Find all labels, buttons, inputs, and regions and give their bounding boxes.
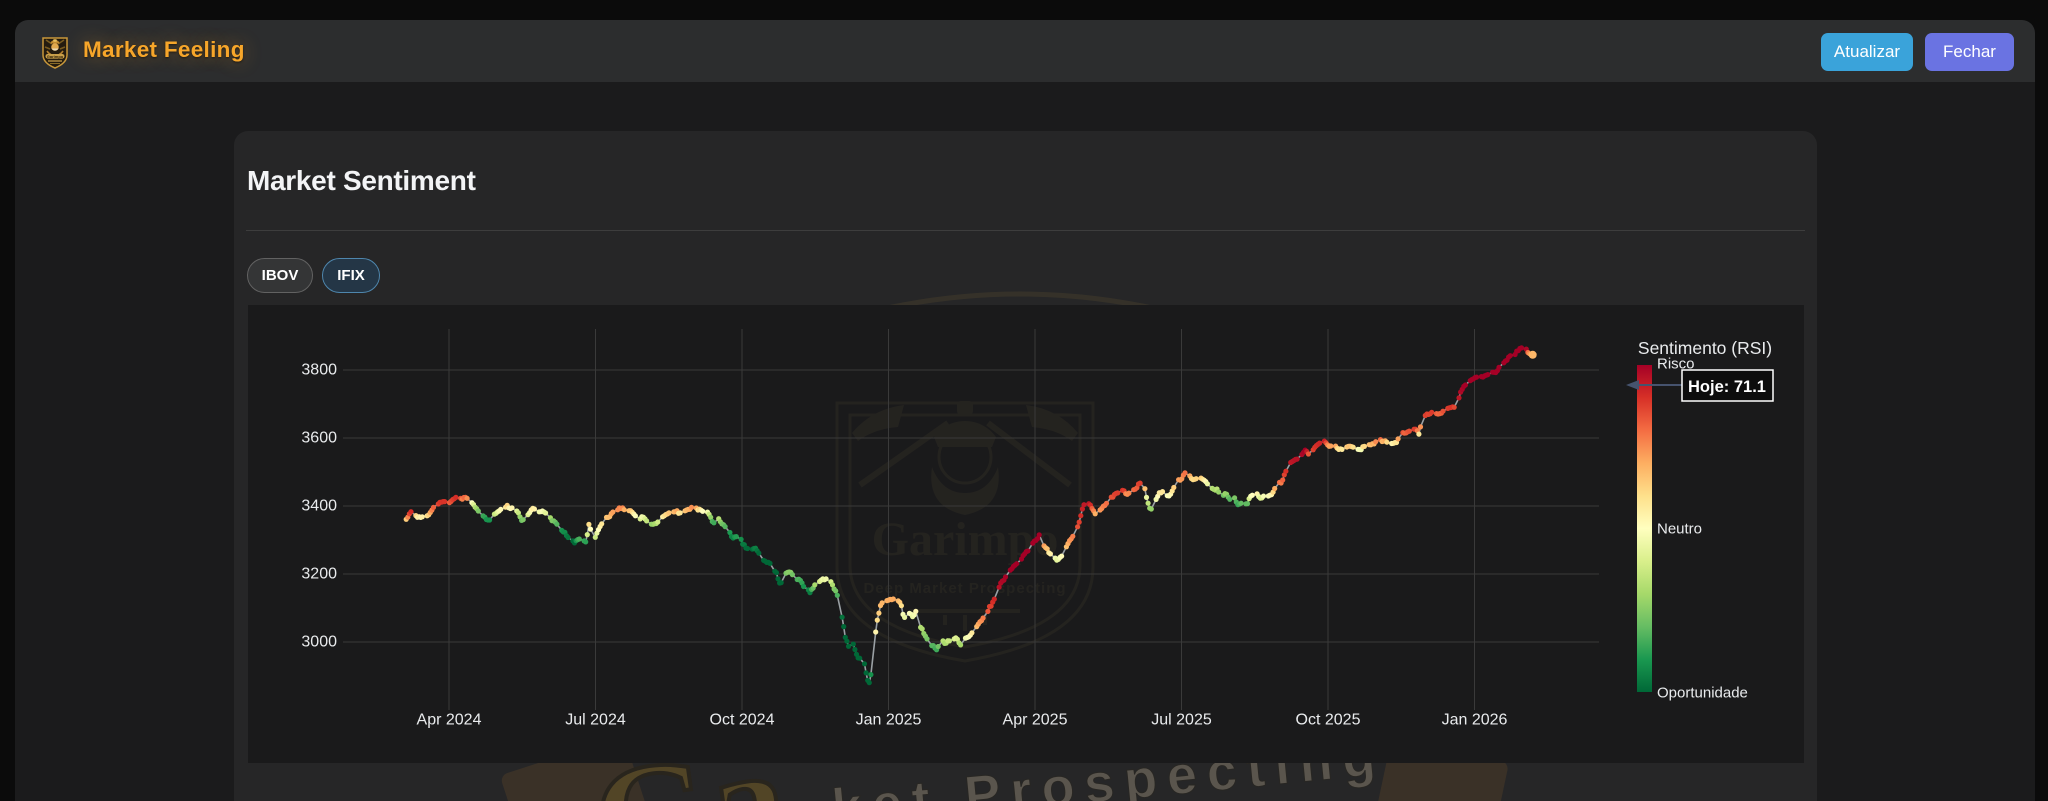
svg-text:3000: 3000 (301, 634, 337, 651)
svg-text:Apr 2024: Apr 2024 (417, 712, 482, 729)
svg-text:Oct 2024: Oct 2024 (710, 712, 775, 729)
svg-text:Neutro: Neutro (1657, 521, 1702, 538)
svg-text:Jan 2025: Jan 2025 (856, 712, 922, 729)
svg-text:Jul 2025: Jul 2025 (1151, 712, 1212, 729)
svg-text:Risco: Risco (1657, 356, 1695, 373)
svg-text:Oct 2025: Oct 2025 (1296, 712, 1361, 729)
svg-text:Apr 2025: Apr 2025 (1003, 712, 1068, 729)
svg-text:Oportunidade: Oportunidade (1657, 685, 1748, 702)
svg-text:Garimpo: Garimpo (872, 513, 1059, 566)
svg-text:Jan 2026: Jan 2026 (1442, 712, 1508, 729)
svg-text:Garimpo: Garimpo (47, 54, 64, 59)
svg-text:3800: 3800 (301, 362, 337, 379)
svg-text:Sentimento (RSI): Sentimento (RSI) (1638, 338, 1772, 358)
svg-text:Jul 2024: Jul 2024 (565, 712, 626, 729)
svg-text:Deep Market Prospecting: Deep Market Prospecting (863, 580, 1066, 597)
svg-text:3200: 3200 (301, 566, 337, 583)
svg-text:3600: 3600 (301, 430, 337, 447)
svg-text:3400: 3400 (301, 498, 337, 515)
svg-text:Hoje: 71.1: Hoje: 71.1 (1688, 378, 1766, 396)
